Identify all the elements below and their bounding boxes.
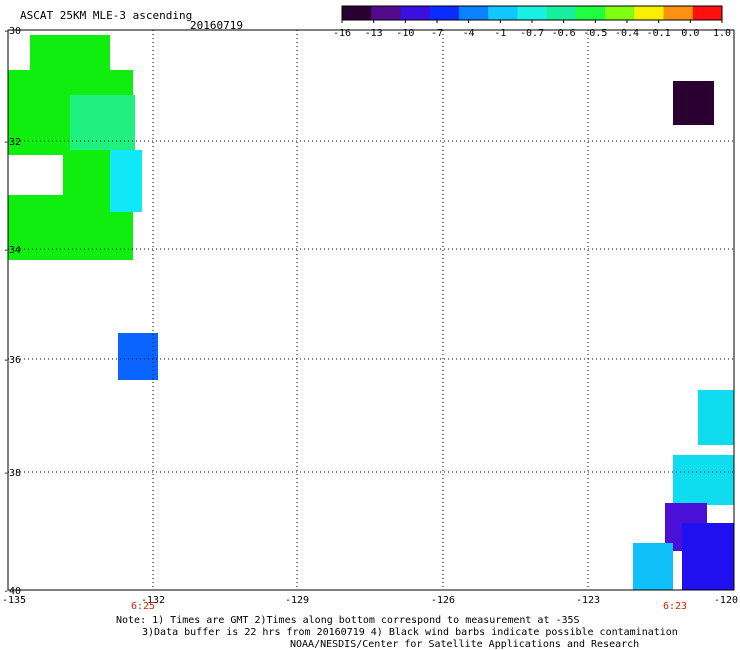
colorbar-swatch (517, 6, 548, 20)
colorbar-label: -0.1 (647, 28, 671, 39)
green-swath-teal (70, 95, 135, 150)
colorbar-swatch (663, 6, 694, 20)
note-line-3: NOAA/NESDIS/Center for Satellite Applica… (290, 639, 640, 650)
lat-label: -36 (3, 355, 21, 366)
colorbar-swatch (546, 6, 577, 20)
map-title: ASCAT 25KM MLE-3 ascending (20, 9, 193, 22)
lat-label: -32 (3, 137, 21, 148)
colorbar-swatch (605, 6, 635, 20)
colorbar-swatch (575, 6, 606, 20)
colorbar-swatch (429, 6, 460, 20)
colorbar-label: -10 (396, 28, 414, 39)
green-swath-top (30, 35, 110, 75)
dark-purple-cell (673, 81, 714, 125)
colorbar-swatch (692, 6, 723, 20)
colorbar-label: -0.4 (615, 28, 639, 39)
axis-labels: -30 -32 -34 -36 -38 -40-135 -132 -129 -126 -123 -1… (2, 26, 738, 612)
colorbar-label: -13 (365, 28, 383, 39)
colorbar-swatch (458, 6, 489, 20)
colorbar-label: -0.5 (583, 28, 607, 39)
colorbar-label: -0.7 (520, 28, 544, 39)
lat-label: -30 (3, 26, 21, 37)
light-blue-cell-right (633, 543, 673, 590)
swath-gap (8, 155, 63, 195)
colorbar-swatch (488, 6, 518, 20)
colorbar-label: -4 (463, 28, 475, 39)
colorbar-swatch (400, 6, 431, 20)
gridlines (8, 30, 734, 590)
colorbar-label: 0.0 (681, 28, 699, 39)
lon-label: -123 (576, 595, 600, 606)
colorbar-label: -0.6 (552, 28, 576, 39)
lon-label: -135 (2, 595, 26, 606)
lon-label: -120 (714, 595, 738, 606)
plot-frame (7, 29, 735, 591)
colorbar-swatch (634, 6, 665, 20)
data-swaths (8, 35, 734, 590)
lon-label: -126 (431, 595, 455, 606)
lat-label: -40 (3, 586, 21, 597)
colorbar-label: -1 (494, 28, 506, 39)
note-line-1: Note: 1) Times are GMT 2)Times along bot… (116, 615, 580, 626)
colorbar-swatch (342, 6, 372, 20)
cyan-swath-right (673, 455, 734, 505)
lon-label: -132 (141, 595, 165, 606)
note-line-2: 3)Data buffer is 22 hrs from 20160719 4)… (142, 627, 678, 638)
time-label-right: 6:23 (663, 601, 687, 612)
blue-cell-right (682, 523, 734, 590)
colorbar-label: 1.0 (713, 28, 731, 39)
colorbar-swatch (371, 6, 401, 20)
cyan-swath-edge (110, 150, 142, 212)
colorbar: -16 -13 -10 -7 -4 -1 -0.7 -0.6 -0.5 -0.4 -0.1 0.0 1.… (333, 5, 731, 39)
lon-label: -129 (285, 595, 309, 606)
time-label-left: 6:25 (131, 601, 155, 612)
blue-isolated-cell (118, 333, 158, 380)
cyan-swath-right (698, 390, 734, 445)
colorbar-label: -16 (333, 28, 351, 39)
colorbar-label: -7 (431, 28, 443, 39)
map-date: 20160719 (190, 19, 243, 32)
lat-label: -34 (3, 245, 21, 256)
green-swath-top (8, 195, 33, 205)
lat-label: -38 (3, 468, 21, 479)
